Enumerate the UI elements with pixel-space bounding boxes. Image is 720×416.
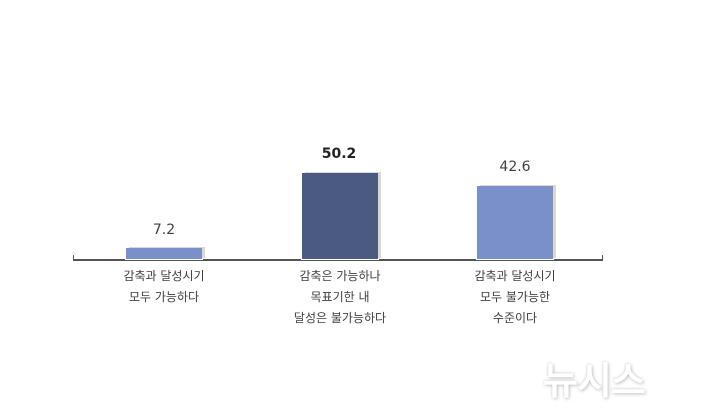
bar-1 bbox=[126, 248, 202, 259]
category-label: 감축과 달성시기 모두 불가능한 수준이다 bbox=[474, 269, 556, 325]
bar-value-label: 42.6 bbox=[499, 159, 531, 175]
x-axis-tick bbox=[602, 255, 603, 260]
x-axis-line bbox=[73, 259, 603, 261]
bar-2 bbox=[302, 173, 378, 259]
category-label: 감축은 가능하나 목표기한 내 달성은 불가능하다 bbox=[293, 269, 387, 325]
x-axis-tick bbox=[73, 255, 74, 260]
category-label: 감축과 달성시기 모두 가능하다 bbox=[123, 269, 205, 304]
bar-value-label: 7.2 bbox=[152, 222, 176, 238]
newsis-watermark-logo: 뉴시스 bbox=[543, 359, 646, 403]
bar-value-label: 50.2 bbox=[321, 146, 357, 162]
bar-3 bbox=[477, 186, 553, 259]
